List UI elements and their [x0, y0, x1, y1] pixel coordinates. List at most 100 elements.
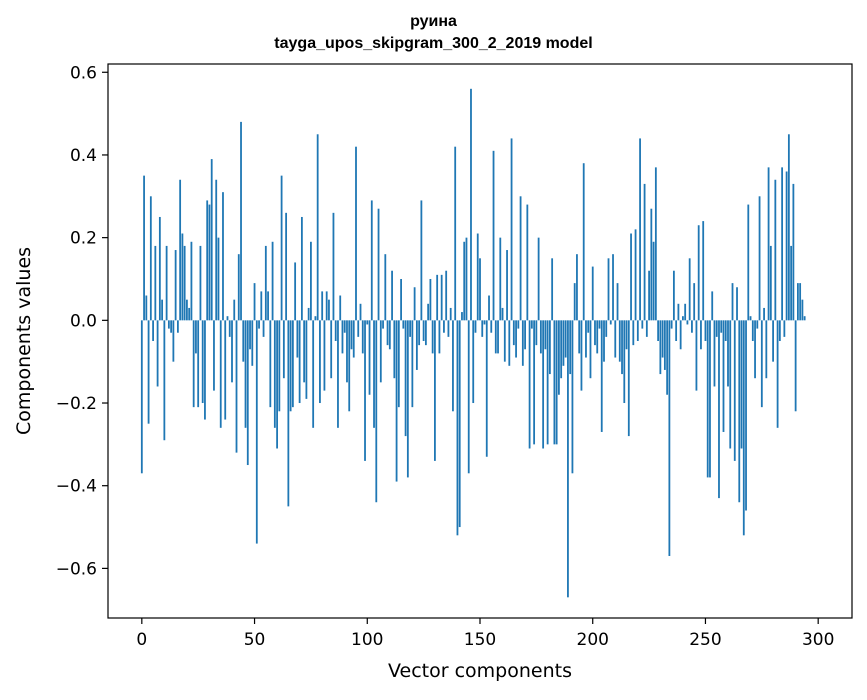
- bar: [546, 320, 549, 445]
- bar: [490, 320, 493, 333]
- bar: [476, 233, 479, 321]
- bar: [231, 320, 233, 383]
- bar: [625, 320, 628, 350]
- bar: [796, 283, 799, 321]
- bar: [244, 320, 247, 428]
- bar: [758, 196, 761, 321]
- bar: [346, 320, 348, 383]
- bar: [357, 320, 360, 337]
- bar: [562, 320, 565, 366]
- bar: [659, 320, 662, 375]
- bar: [668, 320, 671, 556]
- bar: [672, 270, 675, 321]
- bar: [323, 320, 326, 391]
- bar: [276, 320, 278, 449]
- bar: [350, 320, 353, 350]
- bar: [742, 320, 745, 536]
- bar: [661, 320, 664, 358]
- bar: [474, 320, 477, 333]
- bar: [526, 204, 529, 321]
- bar: [499, 237, 502, 321]
- bar: [334, 320, 337, 341]
- bar: [481, 320, 484, 337]
- bar: [215, 179, 218, 321]
- bar: [206, 200, 209, 321]
- bar: [355, 146, 357, 321]
- bar: [249, 320, 251, 350]
- bar: [400, 278, 402, 321]
- bar: [767, 167, 770, 321]
- bar: [375, 320, 378, 503]
- bar: [364, 320, 366, 461]
- x-tick-label: 200: [577, 630, 609, 650]
- bar: [172, 320, 175, 362]
- bar: [269, 320, 272, 408]
- bar: [756, 320, 759, 329]
- x-axis: 0 50 100 150 200 250 300: [136, 618, 834, 650]
- bar: [370, 200, 373, 321]
- bar: [591, 266, 594, 321]
- bar: [614, 320, 617, 358]
- bar: [149, 196, 152, 321]
- bar: [282, 320, 285, 379]
- chart-title: руина: [410, 13, 457, 30]
- bar: [163, 320, 166, 441]
- y-tick-label: 0.6: [70, 63, 97, 83]
- bar: [713, 320, 716, 387]
- bar: [600, 320, 603, 432]
- bar: [663, 320, 666, 370]
- bar: [675, 320, 678, 341]
- bar: [684, 303, 687, 321]
- bar: [402, 320, 405, 329]
- bar: [332, 212, 335, 321]
- bar: [201, 320, 204, 404]
- bar: [222, 192, 224, 321]
- bar: [706, 320, 709, 478]
- bar: [774, 179, 777, 321]
- bar: [147, 320, 150, 424]
- bar: [348, 320, 351, 412]
- bar: [330, 320, 333, 379]
- bar: [510, 138, 513, 321]
- bar: [794, 320, 797, 412]
- bar: [648, 270, 650, 321]
- bar: [434, 320, 436, 461]
- bar: [181, 233, 184, 321]
- bar: [636, 320, 639, 341]
- bar: [165, 245, 168, 321]
- bar: [539, 320, 542, 354]
- bar: [769, 245, 772, 321]
- bar: [598, 320, 601, 329]
- bar: [603, 320, 605, 362]
- bar: [772, 320, 774, 362]
- bar: [569, 320, 572, 375]
- bar: [492, 150, 495, 321]
- bar: [585, 320, 587, 358]
- bar: [291, 320, 294, 408]
- bar: [422, 320, 425, 341]
- bar: [508, 320, 511, 366]
- bar: [183, 245, 186, 321]
- bar: [156, 320, 159, 387]
- bar: [551, 258, 554, 321]
- bar: [479, 258, 481, 321]
- bar: [605, 320, 608, 337]
- bar: [409, 320, 412, 337]
- y-tick-label: −0.6: [56, 559, 97, 579]
- bar: [242, 320, 245, 362]
- bar: [501, 307, 504, 321]
- bar: [445, 270, 448, 321]
- bar: [251, 320, 254, 366]
- bar: [740, 320, 743, 449]
- bar: [325, 291, 328, 321]
- bar: [521, 320, 524, 366]
- bar: [544, 320, 547, 350]
- bar: [454, 146, 457, 321]
- bar: [197, 320, 200, 408]
- bar: [235, 320, 238, 453]
- bar: [195, 320, 197, 354]
- bar: [657, 320, 660, 341]
- bar: [733, 320, 736, 461]
- x-tick-label: 100: [351, 630, 383, 650]
- bar: [258, 320, 260, 329]
